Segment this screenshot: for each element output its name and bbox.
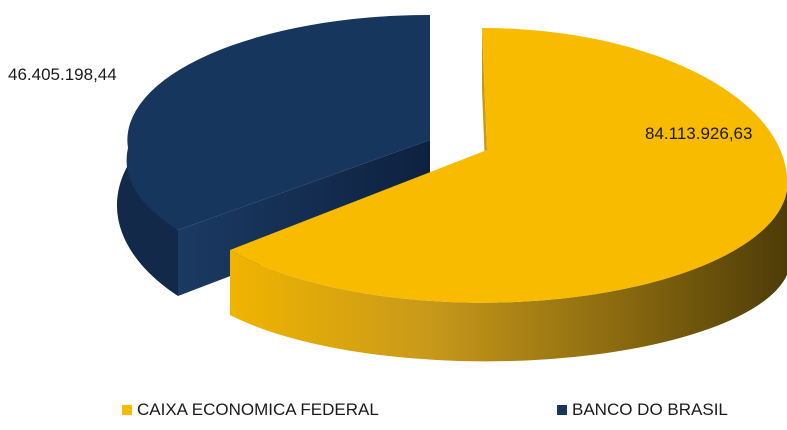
slice-banco-do-brasil-top xyxy=(126,14,430,230)
slice-caixa-economica-federal-top xyxy=(230,27,787,303)
legend-label-banco-do-brasil: BANCO DO BRASIL xyxy=(572,400,728,419)
legend-item-banco-do-brasil: BANCO DO BRASIL xyxy=(557,400,728,420)
legend: CAIXA ECONOMICA FEDERAL BANCO DO BRASIL xyxy=(0,400,787,430)
legend-swatch-banco-do-brasil xyxy=(557,405,567,415)
data-label-banco-do-brasil: 46.405.198,44 xyxy=(8,65,117,84)
legend-label-caixa-economica-federal: CAIXA ECONOMICA FEDERAL xyxy=(137,400,379,419)
legend-item-caixa-economica-federal: CAIXA ECONOMICA FEDERAL xyxy=(122,400,379,420)
slice-banco-do-brasil-side xyxy=(116,148,178,296)
legend-swatch-caixa-economica-federal xyxy=(122,405,132,415)
slice-caixa-economica-federal-side xyxy=(230,190,787,362)
data-label-caixa-economica-federal: 84.113.926,63 xyxy=(645,124,752,143)
slice-caixa-economica-federal xyxy=(230,27,787,362)
